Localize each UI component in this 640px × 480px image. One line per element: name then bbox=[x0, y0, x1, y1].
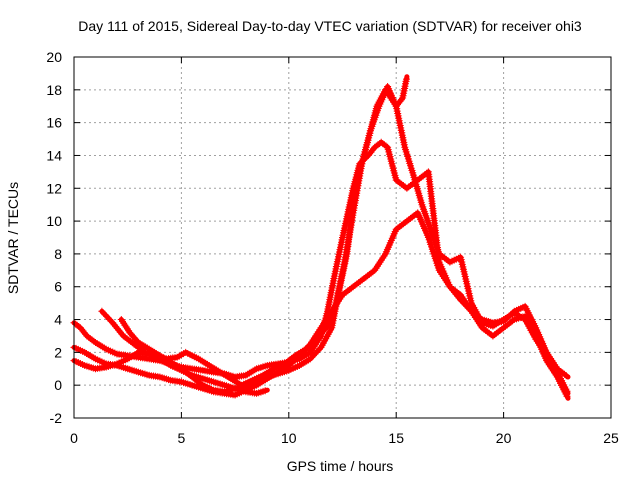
y-tick-label: 0 bbox=[54, 377, 62, 393]
y-axis-label: SDTVAR / TECUs bbox=[5, 182, 21, 294]
series-track-c bbox=[70, 209, 571, 401]
series-markers bbox=[98, 75, 410, 389]
x-tick-label: 20 bbox=[496, 430, 512, 446]
plot-frame bbox=[73, 56, 612, 419]
y-tick-label: 16 bbox=[46, 115, 62, 131]
axis-ticks: 0 5 10 15 20 25 -2 0 2 4 6 8 10 12 14 16 18 20 bbox=[46, 49, 619, 446]
x-tick-label: 10 bbox=[281, 430, 297, 446]
series-trace bbox=[71, 139, 571, 380]
y-tick-label: 4 bbox=[54, 312, 62, 328]
y-tick-label: 18 bbox=[46, 82, 62, 98]
x-tick-label: 15 bbox=[388, 430, 404, 446]
x-tick-label: 25 bbox=[603, 430, 619, 446]
y-tick-label: 14 bbox=[46, 147, 62, 163]
series-markers bbox=[70, 209, 571, 400]
series-track-e bbox=[117, 316, 270, 397]
y-tick-label: 12 bbox=[46, 180, 62, 196]
y-tick-label: 10 bbox=[46, 213, 62, 229]
y-tick-label: 2 bbox=[54, 344, 62, 360]
y-tick-label: 20 bbox=[46, 49, 62, 65]
chart-title: Day 111 of 2015, Sidereal Day-to-day VTE… bbox=[78, 18, 582, 34]
data-series bbox=[70, 74, 571, 401]
x-tick-label: 0 bbox=[70, 430, 78, 446]
x-axis-label: GPS time / hours bbox=[287, 458, 394, 474]
series-trace bbox=[71, 210, 571, 401]
y-tick-label: 8 bbox=[54, 246, 62, 262]
y-tick-label: -2 bbox=[50, 410, 63, 426]
series-markers bbox=[117, 316, 269, 397]
y-tick-label: 6 bbox=[54, 279, 62, 295]
x-tick-label: 5 bbox=[178, 430, 186, 446]
